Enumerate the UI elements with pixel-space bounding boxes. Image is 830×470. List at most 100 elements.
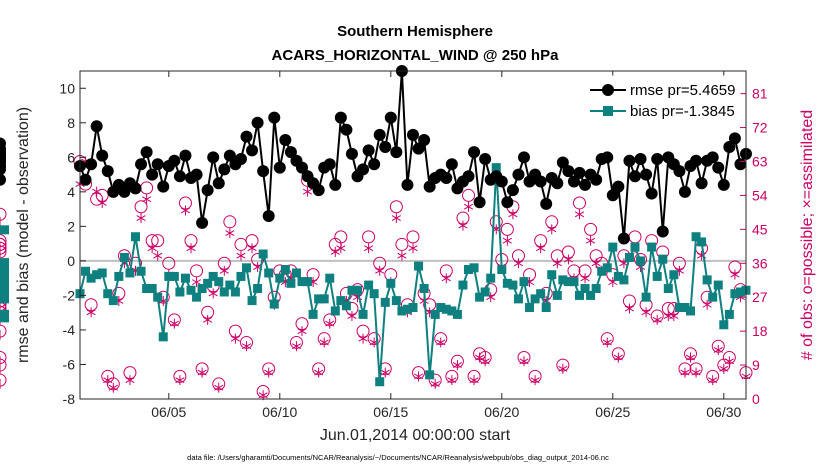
rmse-point	[518, 151, 530, 164]
obs-assimilated-point	[358, 333, 368, 344]
bias-point	[192, 292, 202, 302]
rmse-point	[268, 111, 281, 124]
obs-assimilated-point	[669, 311, 679, 322]
bias-point	[369, 289, 379, 299]
obs-assimilated-stroke	[713, 347, 723, 353]
obs-assimilated-point	[430, 378, 440, 389]
bias-point	[0, 273, 9, 283]
rmse-point	[85, 158, 98, 171]
plot-frame	[79, 70, 747, 400]
bias-point	[525, 303, 535, 313]
obs-possible-point	[0, 351, 7, 365]
obs-assimilated-point	[458, 220, 468, 231]
rmse-point	[218, 163, 231, 176]
bias-point	[353, 285, 362, 295]
obs-possible-point	[584, 222, 598, 236]
obs-assimilated-stroke	[608, 279, 618, 286]
obs-assimilated-stroke	[203, 316, 213, 323]
bias-point	[186, 285, 196, 295]
bias-point	[219, 287, 229, 297]
obs-possible-point	[395, 237, 409, 251]
rmse-point	[334, 111, 347, 124]
rmse-point	[634, 153, 647, 166]
rmse-point	[623, 154, 636, 167]
bias-point	[513, 294, 523, 304]
rmse-point	[368, 158, 381, 171]
bias-point	[214, 277, 224, 287]
y-tick-label: 4	[67, 184, 75, 200]
obs-assimilated-point	[530, 375, 540, 386]
y-right-tick-label: 0	[752, 391, 760, 407]
rmse-point	[423, 180, 436, 193]
rmse-point	[706, 151, 719, 164]
y-right-tick-label: 9	[752, 357, 760, 373]
rmse-point	[146, 168, 159, 181]
bias-point	[391, 296, 401, 306]
obs-assimilated-point	[519, 356, 529, 367]
obs-assimilated-stroke	[92, 188, 102, 195]
bias-point	[303, 277, 313, 287]
obs-possible-point	[406, 230, 420, 244]
obs-assimilated-stroke	[602, 339, 612, 346]
obs-assimilated-point	[708, 375, 718, 386]
bias-point	[663, 284, 673, 294]
bias-point	[669, 270, 679, 280]
rmse-point	[656, 225, 669, 238]
obs-assimilated-point	[730, 269, 740, 280]
rmse-point	[240, 130, 253, 143]
obs-assimilated-point	[547, 224, 557, 235]
obs-assimilated-stroke	[463, 203, 474, 210]
rmse-point	[118, 185, 131, 198]
bias-point	[108, 296, 118, 306]
obs-assimilated-stroke	[358, 335, 368, 342]
bias-point	[158, 332, 168, 342]
obs-assimilated-point	[724, 356, 734, 367]
obs-assimilated-stroke	[430, 380, 440, 387]
bias-point	[125, 268, 135, 278]
x-tick-label: 06/05	[151, 404, 186, 420]
obs-assimilated-point	[197, 367, 207, 378]
obs-assimilated-point	[136, 213, 146, 224]
obs-assimilated-point	[219, 265, 229, 276]
obs-assimilated-stroke	[530, 377, 540, 384]
rmse-point	[151, 158, 164, 171]
obs-assimilated-stroke	[436, 339, 446, 346]
obs-assimilated-point	[513, 258, 524, 269]
obs-assimilated-stroke	[574, 211, 585, 218]
obs-assimilated-stroke	[319, 339, 329, 346]
obs-assimilated-stroke	[508, 211, 518, 218]
rmse-point	[418, 134, 431, 147]
rmse-point	[79, 173, 92, 186]
bias-point	[686, 306, 695, 316]
obs-assimilated-point	[314, 367, 324, 378]
rmse-point	[157, 180, 170, 193]
bias-point	[586, 290, 596, 300]
bias-point	[92, 270, 102, 280]
bias-point	[169, 271, 179, 281]
rmse-point	[617, 232, 630, 245]
bias-point	[103, 289, 113, 299]
rmse-point	[373, 128, 386, 141]
bias-point	[436, 303, 446, 313]
bias-point	[464, 265, 473, 275]
obs-assimilated-point	[92, 186, 102, 197]
rmse-point	[190, 168, 203, 181]
bias-point	[0, 225, 9, 235]
obs-assimilated-stroke	[302, 188, 313, 195]
bias-point	[608, 242, 618, 252]
rmse-point	[401, 178, 414, 191]
obs-assimilated-point	[502, 235, 512, 246]
obs-assimilated-point	[186, 243, 196, 254]
rmse-point	[212, 177, 225, 190]
obs-assimilated-point	[408, 243, 418, 254]
bias-point	[0, 258, 9, 268]
bias-point	[319, 294, 329, 304]
bias-point	[541, 303, 551, 313]
rmse-point	[135, 158, 148, 171]
obs-possible-point	[0, 302, 7, 316]
obs-assimilated-point	[191, 277, 202, 288]
obs-assimilated-point	[463, 201, 474, 212]
rmse-point	[734, 158, 747, 171]
